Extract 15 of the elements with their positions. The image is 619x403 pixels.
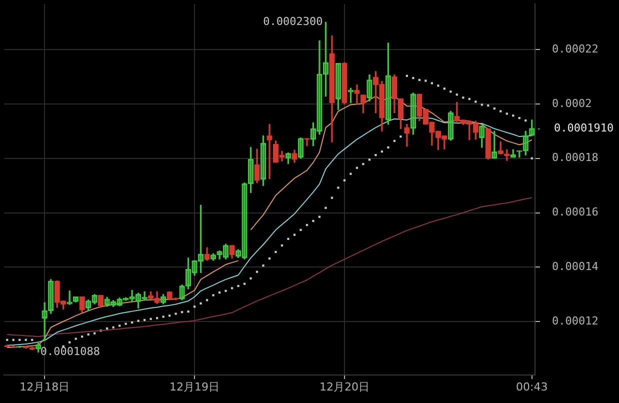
candlestick bbox=[266, 124, 272, 180]
y-tick-label: 0.00014 bbox=[552, 260, 599, 274]
x-tick-label: 12月19日 bbox=[170, 380, 220, 394]
annotation: 0.0001088 bbox=[40, 344, 100, 358]
y-tick-label: 0.00012 bbox=[552, 314, 598, 328]
y-tick-label: 0.00022 bbox=[552, 42, 598, 56]
x-tick-label: 12月18日 bbox=[20, 380, 70, 394]
annotation: 0.0002300 bbox=[263, 15, 323, 28]
y-tick-label: 0.00018 bbox=[552, 151, 598, 164]
ref-line-label: 0.0001910 bbox=[554, 121, 614, 134]
candlestick bbox=[354, 84, 360, 105]
x-tick-label: 12月20日 bbox=[319, 380, 370, 394]
y-tick-label: 0.00016 bbox=[552, 206, 598, 219]
y-tick-label: 0.0002 bbox=[552, 96, 592, 110]
x-tick-label: 00:43 bbox=[516, 380, 548, 394]
